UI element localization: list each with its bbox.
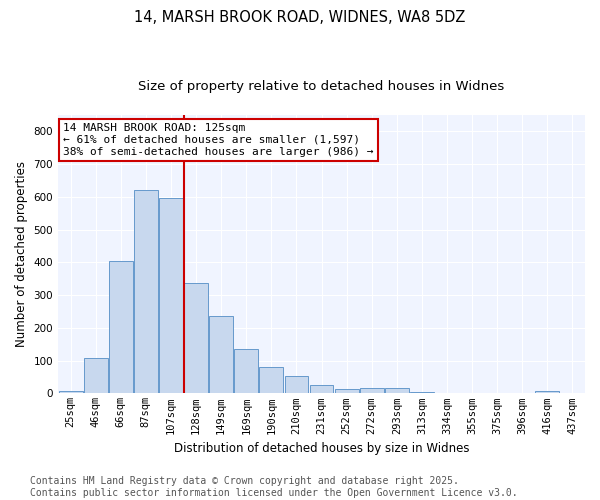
Bar (259, 367, 283, 394)
Bar (385, 388, 409, 394)
Bar (59, 391, 83, 394)
Text: 14 MARSH BROOK ROAD: 125sqm
← 61% of detached houses are smaller (1,597)
38% of : 14 MARSH BROOK ROAD: 125sqm ← 61% of det… (64, 124, 374, 156)
Text: 14, MARSH BROOK ROAD, WIDNES, WA8 5DZ: 14, MARSH BROOK ROAD, WIDNES, WA8 5DZ (134, 10, 466, 25)
Bar (335, 390, 359, 394)
Y-axis label: Number of detached properties: Number of detached properties (15, 161, 28, 347)
Bar (84, 358, 107, 394)
Bar (235, 349, 258, 394)
Bar (159, 198, 183, 394)
Bar (184, 283, 208, 394)
Bar (360, 388, 383, 394)
Bar (109, 260, 133, 394)
X-axis label: Distribution of detached houses by size in Widnes: Distribution of detached houses by size … (174, 442, 469, 455)
Bar (535, 391, 559, 394)
Bar (310, 385, 334, 394)
Bar (209, 316, 233, 394)
Text: Contains HM Land Registry data © Crown copyright and database right 2025.
Contai: Contains HM Land Registry data © Crown c… (30, 476, 518, 498)
Title: Size of property relative to detached houses in Widnes: Size of property relative to detached ho… (139, 80, 505, 93)
Bar (134, 190, 158, 394)
Bar (410, 392, 434, 394)
Bar (284, 376, 308, 394)
